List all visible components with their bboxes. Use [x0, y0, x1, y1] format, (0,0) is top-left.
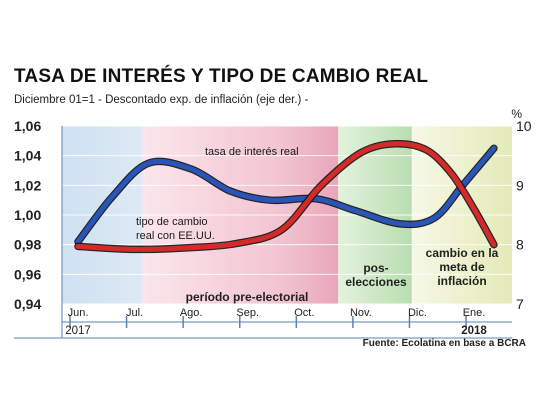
period-label: elecciones [345, 275, 407, 289]
x-tick-label: Dic. [408, 307, 427, 319]
x-year-label: 2017 [65, 325, 91, 337]
source-note: Fuente: Ecolatina en base a BCRA [362, 338, 526, 349]
y-left-tick-label: 1,06 [14, 118, 41, 134]
y-right-tick-label: 10 [516, 118, 532, 134]
x-tick-label: Nov. [350, 307, 372, 319]
period-label: pos- [363, 261, 388, 275]
y-left-tick-label: 0,98 [14, 237, 41, 253]
x-tick-label: Jun. [68, 307, 89, 319]
y-left-tick-label: 1,02 [14, 177, 41, 193]
x-tick-label: Sep. [236, 307, 259, 319]
x-tick-label: Ene. [463, 307, 486, 319]
y-left-tick-label: 0,94 [14, 296, 41, 312]
series-line-0 [75, 145, 497, 245]
y-right-tick-label: 8 [516, 237, 524, 253]
x-year-label: 2018 [461, 325, 487, 337]
x-tick-label: Oct. [294, 307, 314, 319]
series-annotation: tipo de cambio [136, 216, 208, 228]
x-tick-label: Ago. [180, 307, 203, 319]
series-line-1 [75, 141, 497, 252]
chart-subtitle: Diciembre 01=1 - Descontado exp. de infl… [14, 94, 309, 106]
right-axis-unit: % [511, 107, 522, 121]
period-label: inflación [437, 274, 486, 288]
y-right-tick-label: 7 [516, 296, 524, 312]
period-label: cambio en la [426, 246, 499, 260]
series-annotation: real con EE.UU. [136, 230, 215, 242]
x-tick-label: Jul. [126, 307, 143, 319]
period-label: período pre-electorial [186, 290, 309, 304]
chart-title: TASA DE INTERÉS Y TIPO DE CAMBIO REAL [14, 66, 429, 87]
period-label: meta de [439, 260, 485, 274]
y-left-tick-label: 0,96 [14, 266, 41, 282]
series-annotation: tasa de interés real [205, 146, 299, 158]
y-right-tick-label: 9 [516, 177, 524, 193]
y-left-tick-label: 1,00 [14, 207, 41, 223]
y-left-tick-label: 1,04 [14, 148, 41, 164]
